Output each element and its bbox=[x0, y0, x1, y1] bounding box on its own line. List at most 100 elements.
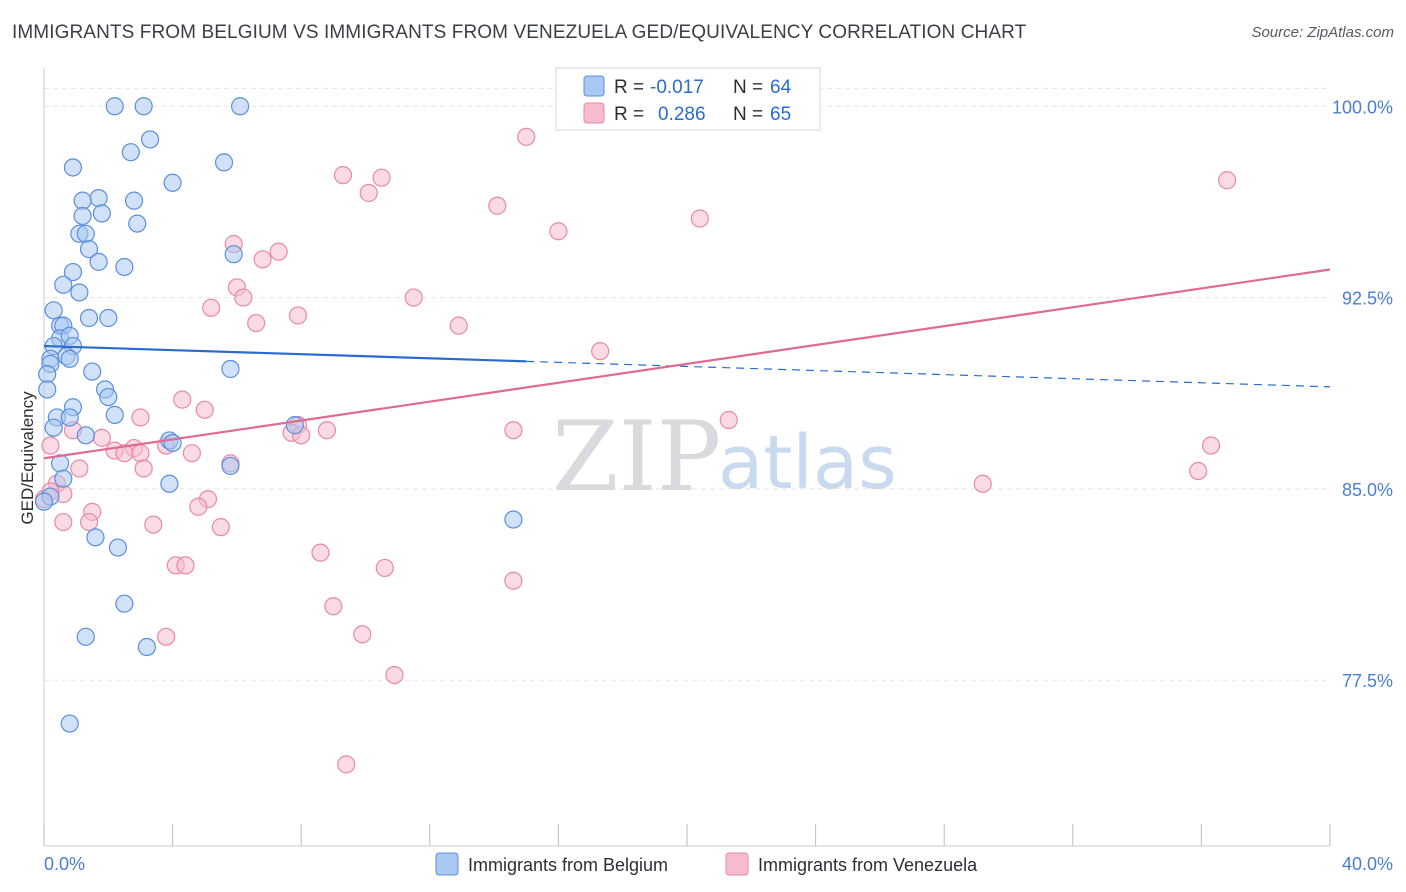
belgium-point bbox=[79, 308, 99, 328]
belgium-point bbox=[73, 191, 92, 210]
belgium-point bbox=[60, 714, 79, 733]
belgium-trend-solid bbox=[43, 344, 527, 363]
venezuela-point bbox=[253, 250, 272, 269]
series-legend-label-venezuela: Immigrants from Venezuela bbox=[758, 855, 978, 875]
legend-swatch-venezuela bbox=[583, 102, 605, 124]
belgium-points bbox=[34, 97, 523, 733]
belgium-point bbox=[108, 538, 128, 557]
venezuela-point bbox=[324, 597, 343, 616]
y-axis-label: GED/Equivalency bbox=[18, 391, 37, 525]
chart-source: Source: ZipAtlas.com bbox=[1251, 24, 1394, 41]
x-tick-label-max: 40.0% bbox=[1342, 854, 1393, 874]
venezuela-point bbox=[333, 166, 353, 185]
venezuela-point bbox=[1201, 436, 1221, 455]
venezuela-point bbox=[1218, 171, 1237, 190]
venezuela-point bbox=[488, 196, 507, 215]
belgium-point bbox=[63, 262, 83, 282]
chart-title: IMMIGRANTS FROM BELGIUM VS IMMIGRANTS FR… bbox=[12, 22, 1027, 43]
venezuela-point bbox=[195, 400, 214, 419]
belgium-point bbox=[221, 456, 240, 476]
belgium-point bbox=[89, 252, 108, 271]
series-legend-label-belgium: Immigrants from Belgium bbox=[468, 855, 668, 875]
x-tick-label-min: 0.0% bbox=[44, 854, 85, 874]
belgium-point bbox=[70, 283, 89, 302]
belgium-point bbox=[60, 349, 79, 368]
venezuela-point bbox=[131, 408, 150, 427]
belgium-point bbox=[105, 405, 124, 425]
x-ticks bbox=[43, 824, 1331, 846]
venezuela-point bbox=[517, 127, 536, 146]
venezuela-point bbox=[92, 428, 111, 447]
belgium-point bbox=[83, 362, 102, 381]
belgium-point bbox=[128, 214, 147, 233]
venezuela-point bbox=[134, 459, 153, 478]
belgium-point bbox=[86, 528, 105, 547]
belgium-point bbox=[79, 240, 99, 259]
venezuela-point bbox=[591, 342, 610, 361]
legend-n-label-belgium: N = bbox=[733, 77, 763, 98]
belgium-trend-dashed bbox=[526, 360, 1331, 388]
belgium-point bbox=[63, 158, 83, 177]
venezuela-point bbox=[504, 571, 523, 590]
venezuela-trend bbox=[43, 268, 1331, 460]
belgium-point bbox=[76, 627, 95, 646]
series-legend-swatch-belgium bbox=[435, 852, 459, 876]
belgium-point bbox=[224, 245, 243, 264]
belgium-point bbox=[54, 275, 73, 294]
legend-r-value-belgium: -0.017 bbox=[650, 77, 704, 98]
belgium-point bbox=[231, 97, 250, 116]
watermark-atlas: atlas bbox=[718, 420, 897, 506]
venezuela-point bbox=[311, 543, 330, 562]
stats-legend: R = -0.017 N = 64 R = 0.286 N = 65 bbox=[555, 67, 821, 131]
y-tick-label: 85.0% bbox=[1342, 480, 1393, 500]
venezuela-point bbox=[70, 459, 89, 478]
belgium-point bbox=[134, 97, 153, 116]
venezuela-point bbox=[359, 183, 378, 203]
belgium-point bbox=[44, 418, 63, 437]
belgium-point bbox=[140, 130, 160, 149]
belgium-point bbox=[163, 433, 182, 453]
venezuela-point bbox=[449, 316, 468, 335]
venezuela-point bbox=[176, 556, 195, 575]
belgium-point bbox=[92, 204, 111, 223]
venezuela-point bbox=[131, 444, 150, 463]
legend-r-label-belgium: R = bbox=[614, 77, 644, 98]
venezuela-point bbox=[375, 558, 394, 578]
belgium-point bbox=[285, 416, 304, 435]
legend-n-value-belgium: 64 bbox=[770, 77, 792, 98]
belgium-point bbox=[76, 426, 95, 445]
belgium-point bbox=[60, 408, 79, 427]
y-tick-label: 77.5% bbox=[1342, 671, 1393, 691]
grid-lines bbox=[44, 87, 1330, 681]
belgium-point bbox=[73, 206, 92, 226]
belgium-point bbox=[214, 153, 234, 172]
belgium-point bbox=[137, 637, 156, 657]
venezuela-point bbox=[79, 512, 99, 532]
belgium-point bbox=[34, 492, 54, 511]
belgium-point bbox=[115, 594, 134, 613]
venezuela-point bbox=[973, 474, 992, 493]
belgium-point bbox=[76, 224, 95, 243]
trend-lines bbox=[43, 268, 1331, 460]
watermark: ZIP atlas bbox=[552, 401, 897, 513]
belgium-point bbox=[124, 191, 144, 210]
venezuela-point bbox=[404, 288, 423, 307]
series-legend: Immigrants from Belgium Immigrants from … bbox=[435, 852, 978, 876]
venezuela-point bbox=[337, 755, 356, 774]
belgium-point bbox=[99, 387, 118, 407]
venezuela-point bbox=[41, 436, 60, 455]
venezuela-point bbox=[372, 168, 391, 187]
belgium-point bbox=[89, 188, 108, 208]
legend-n-label-venezuela: N = bbox=[733, 104, 763, 125]
venezuela-point bbox=[189, 497, 208, 516]
belgium-point bbox=[504, 510, 523, 529]
legend-r-label-venezuela: R = bbox=[614, 104, 644, 125]
venezuela-point bbox=[690, 209, 709, 228]
venezuela-point bbox=[247, 313, 266, 333]
belgium-point bbox=[115, 257, 134, 277]
y-tick-labels: 77.5% 85.0% 92.5% 100.0% bbox=[1332, 97, 1393, 691]
venezuela-point bbox=[234, 288, 253, 307]
legend-r-value-venezuela: 0.286 bbox=[658, 104, 706, 125]
venezuela-point bbox=[202, 298, 221, 317]
belgium-point bbox=[221, 359, 240, 379]
